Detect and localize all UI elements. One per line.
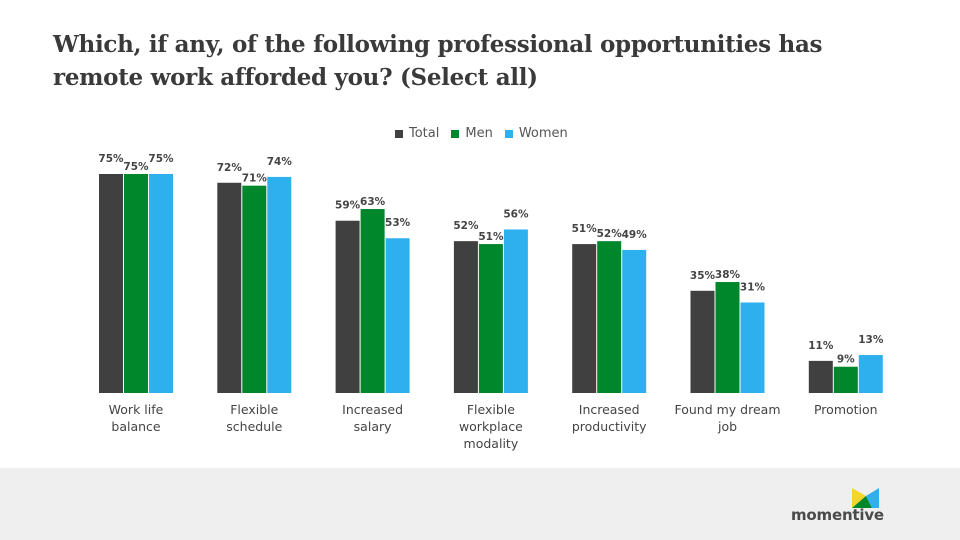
bar-men — [833, 366, 858, 393]
bar-women — [267, 176, 292, 393]
bar-total — [335, 220, 360, 393]
data-label: 71% — [242, 173, 268, 185]
legend-label: Women — [518, 126, 568, 141]
category-label-line: productivity — [571, 419, 647, 434]
bar-men — [124, 174, 148, 393]
category-label-line: workplace — [458, 419, 523, 434]
bar-women — [858, 355, 883, 393]
data-label: 51% — [572, 223, 598, 235]
legend-item-total: Total — [395, 126, 439, 141]
legend-swatch — [504, 129, 513, 138]
data-label: 31% — [740, 281, 766, 293]
category-label-line: Flexible — [230, 402, 279, 417]
bar-women — [385, 238, 410, 393]
bar-chart: 75%75%75%72%71%74%59% 63%53% 52%51%56%51% 5… — [98, 153, 884, 393]
data-label: 13% — [858, 334, 884, 346]
data-label: 52% — [597, 228, 623, 240]
category-label-line: balance — [111, 419, 161, 434]
momentive-logo: momentive — [791, 506, 884, 524]
data-label: 75% — [123, 161, 149, 173]
data-label: 51% — [478, 231, 504, 243]
category-label: Promotion — [791, 401, 901, 418]
category-label: Flexible schedule — [199, 401, 309, 435]
legend-swatch — [451, 129, 460, 138]
slide-title: Which, if any, of the following professi… — [53, 31, 823, 91]
data-label: 63% — [360, 196, 386, 208]
bar-men — [360, 209, 385, 393]
data-label: 75% — [148, 153, 174, 165]
legend-item-men: Men — [451, 126, 493, 141]
bar-women — [740, 302, 765, 393]
category-label-line: Flexible — [466, 402, 515, 417]
bar-women — [622, 249, 647, 393]
bar-total — [690, 290, 715, 393]
bar-men — [242, 185, 267, 393]
category-label: Flexible workplace modality — [436, 401, 546, 452]
data-label: 35% — [690, 270, 716, 282]
bar-total — [217, 182, 242, 393]
category-label-line: Work life — [108, 402, 164, 417]
category-label-line: Found my dream — [674, 402, 781, 417]
data-label: 74% — [267, 156, 293, 168]
category-label: Increased productivity — [554, 401, 664, 435]
footer-band — [0, 468, 960, 540]
bar-men — [715, 282, 740, 393]
legend-label: Men — [465, 126, 493, 141]
category-label-line: modality — [463, 436, 519, 451]
bar-men — [478, 244, 503, 393]
data-label: 49% — [622, 229, 648, 241]
data-label: 56% — [503, 208, 529, 220]
bar-men — [597, 241, 622, 393]
category-label: Found my dream job — [673, 401, 783, 435]
category-label: Increased salary — [318, 401, 428, 435]
bar-total — [453, 241, 478, 393]
data-label: 11% — [808, 340, 834, 352]
category-label-line: schedule — [226, 419, 283, 434]
legend-item-women: Women — [504, 126, 568, 141]
category-label-line: Increased — [578, 402, 640, 417]
data-label: 59% — [335, 200, 361, 212]
data-label: 52% — [453, 220, 479, 232]
category-label-line: job — [717, 419, 738, 434]
data-label: 9% — [837, 354, 855, 366]
data-label: 75% — [98, 153, 124, 165]
bar-total — [572, 244, 597, 393]
category-label-line: Increased — [342, 402, 404, 417]
legend-label: Total — [409, 126, 440, 141]
legend-swatch — [395, 129, 403, 138]
category-label-line: Promotion — [813, 402, 878, 417]
category-label-line: salary — [353, 419, 392, 434]
data-label: 53% — [385, 217, 411, 229]
data-label: 38% — [715, 269, 741, 281]
data-label: 72% — [217, 162, 243, 174]
category-label: Work life balance — [81, 401, 191, 435]
momentive-logo-icon — [852, 488, 879, 508]
chart-legend: Total Men Women — [395, 126, 568, 141]
bar-total — [99, 174, 123, 393]
bar-women — [149, 174, 173, 393]
bar-total — [808, 360, 833, 393]
bar-women — [503, 229, 528, 393]
